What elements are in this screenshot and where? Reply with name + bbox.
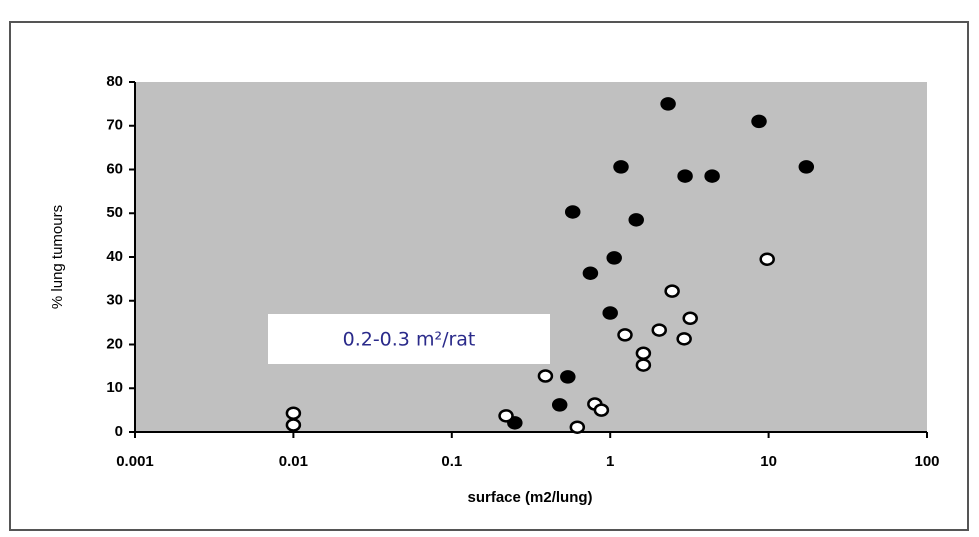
x-tick-label: 0.01	[279, 453, 308, 470]
x-tick-label: 0.001	[116, 453, 154, 470]
point	[602, 306, 618, 320]
point	[285, 406, 302, 420]
annotation: 0.2-0.3 m²/rat	[343, 329, 476, 351]
point	[704, 169, 720, 183]
point	[551, 398, 568, 412]
point	[560, 370, 576, 384]
point	[537, 369, 554, 383]
x-tick-label: 10	[760, 453, 777, 470]
point	[682, 311, 698, 325]
y-tick-label: 10	[106, 379, 123, 396]
y-tick-label: 70	[106, 117, 123, 134]
x-tick-label: 100	[914, 453, 939, 470]
point	[660, 97, 676, 111]
point	[606, 251, 622, 265]
x-tick-label: 0.1	[441, 453, 462, 470]
x-tick-label: 1	[606, 453, 614, 470]
point	[628, 213, 644, 227]
x-axis-label: surface (m2/lung)	[467, 489, 592, 506]
point	[617, 328, 633, 342]
y-tick-label: 0	[115, 423, 123, 440]
y-tick-label: 20	[106, 335, 123, 352]
y-tick-label: 40	[106, 248, 123, 265]
point	[635, 346, 652, 360]
point	[751, 114, 767, 129]
point	[285, 418, 302, 432]
y-tick-label: 60	[106, 160, 123, 177]
point	[759, 252, 775, 266]
point	[593, 403, 610, 417]
y-tick-label: 80	[106, 73, 123, 90]
y-tick-label: 30	[106, 292, 123, 309]
annotation-box	[268, 314, 550, 364]
point	[635, 358, 652, 372]
plot-area	[135, 82, 927, 432]
point	[569, 420, 586, 434]
point	[676, 332, 692, 346]
point	[498, 409, 514, 423]
y-axis-label: % lung tumours	[49, 205, 66, 309]
point	[798, 160, 815, 174]
point	[613, 160, 629, 174]
point	[582, 266, 599, 280]
point	[564, 205, 581, 219]
point	[651, 323, 667, 337]
y-tick-label: 50	[106, 204, 123, 221]
point	[677, 169, 693, 183]
point	[664, 284, 680, 298]
